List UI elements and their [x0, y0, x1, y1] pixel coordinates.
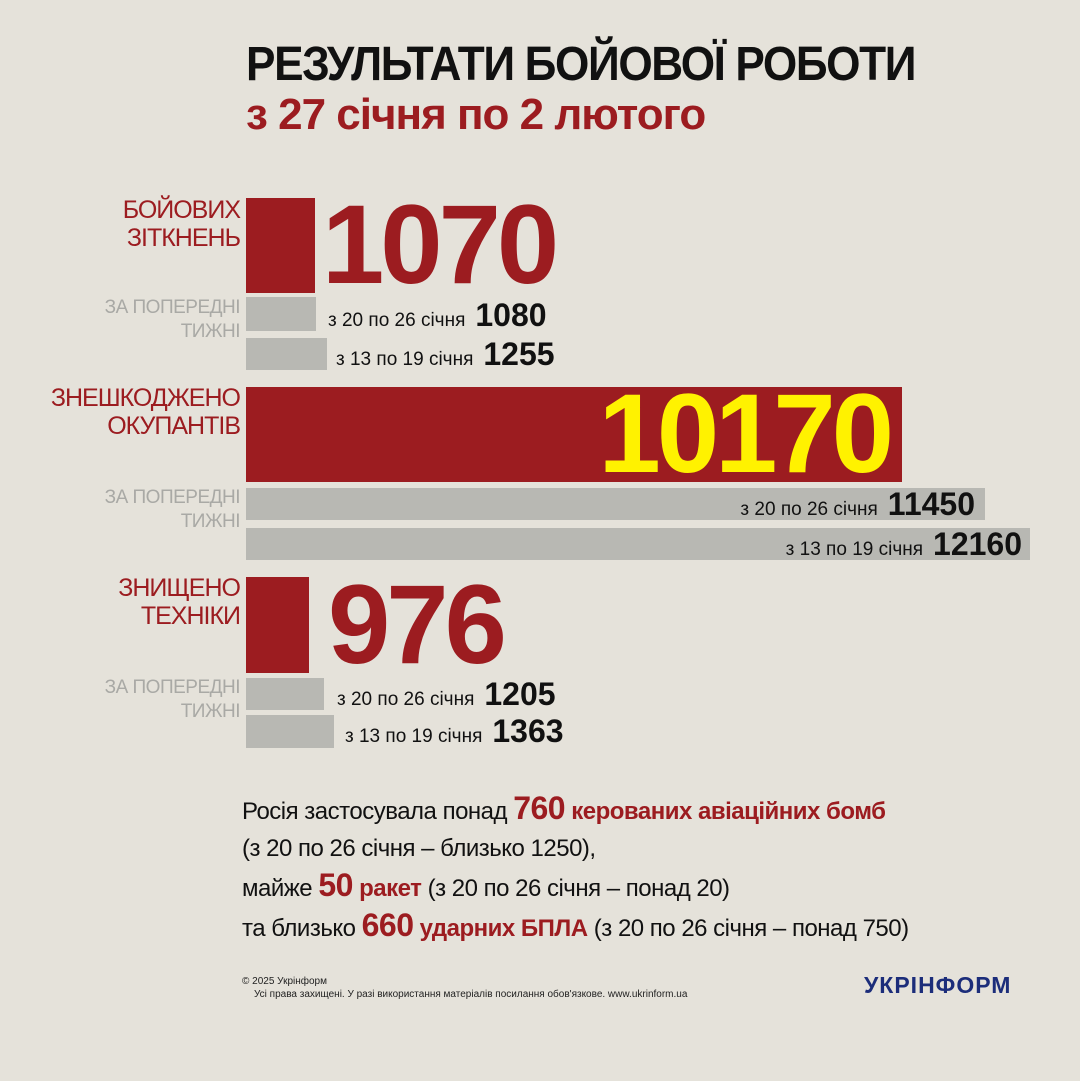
note-line: та близько 660 ударних БПЛА (з 20 по 26 …: [242, 907, 909, 947]
bar-previous: [246, 678, 324, 710]
previous-weeks-label: ЗА ПОПЕРЕДНІ ТИЖНІ: [104, 486, 241, 534]
period-label: з 20 по 26 січня: [740, 499, 878, 520]
value-current-combat: 1070: [322, 182, 559, 307]
label-line: ТИЖНІ: [180, 321, 241, 342]
note-highlight: ударних БПЛА: [413, 915, 588, 942]
note-text: (з 20 по 26 січня – понад 20): [421, 875, 731, 902]
category-label-equipment: ЗНИЩЕНО ТЕХНІКИ: [118, 574, 241, 630]
period-label: з 20 по 26 січня: [337, 689, 475, 710]
note-text: (з 20 по 26 січня – понад 750): [587, 915, 909, 942]
period-label: з 13 по 19 січня: [336, 349, 474, 370]
period-value: 11450: [887, 486, 975, 522]
ukrinform-logo: УКРІНФОРМ: [864, 972, 1012, 998]
previous-row: з 13 по 19 січня 1363: [345, 714, 564, 754]
note-line: (з 20 по 26 січня – близько 1250),: [242, 835, 596, 862]
previous-weeks-label: ЗА ПОПЕРЕДНІ ТИЖНІ: [104, 296, 241, 344]
bar-current-combat: [246, 198, 315, 293]
note-number: 50: [318, 867, 353, 903]
label-line: ТЕХНІКИ: [140, 602, 241, 630]
previous-weeks-label: ЗА ПОПЕРЕДНІ ТИЖНІ: [104, 676, 241, 724]
label-line: ЗА ПОПЕРЕДНІ: [104, 677, 241, 698]
bar-previous: з 20 по 26 січня 11450: [246, 487, 985, 521]
page-title: РЕЗУЛЬТАТИ БОЙОВОЇ РОБОТИ: [246, 38, 916, 91]
note-highlight: ракет: [352, 875, 422, 902]
period-label: з 13 по 19 січня: [785, 539, 924, 560]
note-line: майже 50 ракет (з 20 по 26 січня – понад…: [242, 867, 909, 907]
label-line: ЗНИЩЕНО: [118, 574, 241, 602]
bar-current-equipment: [246, 577, 309, 673]
label-line: ТИЖНІ: [180, 511, 241, 532]
bar-previous: з 13 по 19 січня 12160: [246, 527, 1030, 561]
previous-row: з 20 по 26 січня 1205: [337, 677, 556, 717]
period-value: 1255: [483, 336, 555, 372]
bar-previous: [246, 338, 327, 370]
period-value: 1080: [475, 297, 547, 333]
period-label: з 13 по 19 січня: [345, 726, 483, 747]
label-line: БОЙОВИХ: [122, 196, 241, 224]
previous-row: з 20 по 26 січня 1080: [328, 298, 547, 338]
note-text: майже: [242, 875, 319, 902]
period-label: з 20 по 26 січня: [328, 310, 466, 331]
label-line: ЗА ПОПЕРЕДНІ: [104, 297, 241, 318]
label-line: ОКУПАНТІВ: [107, 412, 241, 440]
note-line: Росія застосувала понад 760 керованих ав…: [242, 790, 909, 830]
period-value: 1205: [484, 676, 556, 712]
copyright: © 2025 Укрінформ: [242, 976, 327, 987]
bar-previous: [246, 297, 316, 331]
label-line: ТИЖНІ: [180, 701, 241, 722]
note-text: Росія застосувала понад: [242, 798, 514, 825]
category-label-combat: БОЙОВИХ ЗІТКНЕНЬ: [122, 196, 241, 252]
label-line: ЗА ПОПЕРЕДНІ: [104, 487, 241, 508]
value-current-occupants: 10170: [598, 371, 894, 496]
value-current-equipment: 976: [328, 562, 507, 687]
page-subtitle: з 27 січня по 2 лютого: [246, 90, 706, 139]
label-line: ЗІТКНЕНЬ: [126, 224, 241, 252]
previous-row: з 13 по 19 січня 12160: [786, 527, 1022, 567]
previous-row: з 20 по 26 січня 11450: [740, 487, 975, 527]
footer: © 2025 Укрінформ Усі права захищені. У р…: [242, 975, 687, 1001]
note-text: та близько: [242, 915, 362, 942]
category-label-occupants: ЗНЕШКОДЖЕНО ОКУПАНТІВ: [50, 384, 241, 440]
label-line: ЗНЕШКОДЖЕНО: [50, 384, 241, 412]
summary-note: Росія застосувала понад 760 керованих ав…: [242, 790, 909, 947]
period-value: 1363: [492, 713, 564, 749]
rights-notice: Усі права захищені. У разі використання …: [254, 989, 688, 1000]
previous-row: з 13 по 19 січня 1255: [336, 337, 555, 377]
period-value: 12160: [933, 526, 1022, 562]
note-highlight: керованих авіаційних бомб: [565, 798, 886, 825]
note-number: 660: [361, 907, 414, 943]
note-number: 760: [513, 790, 566, 826]
bar-previous: [246, 715, 334, 748]
bar-current-occupants: 10170: [246, 371, 902, 496]
